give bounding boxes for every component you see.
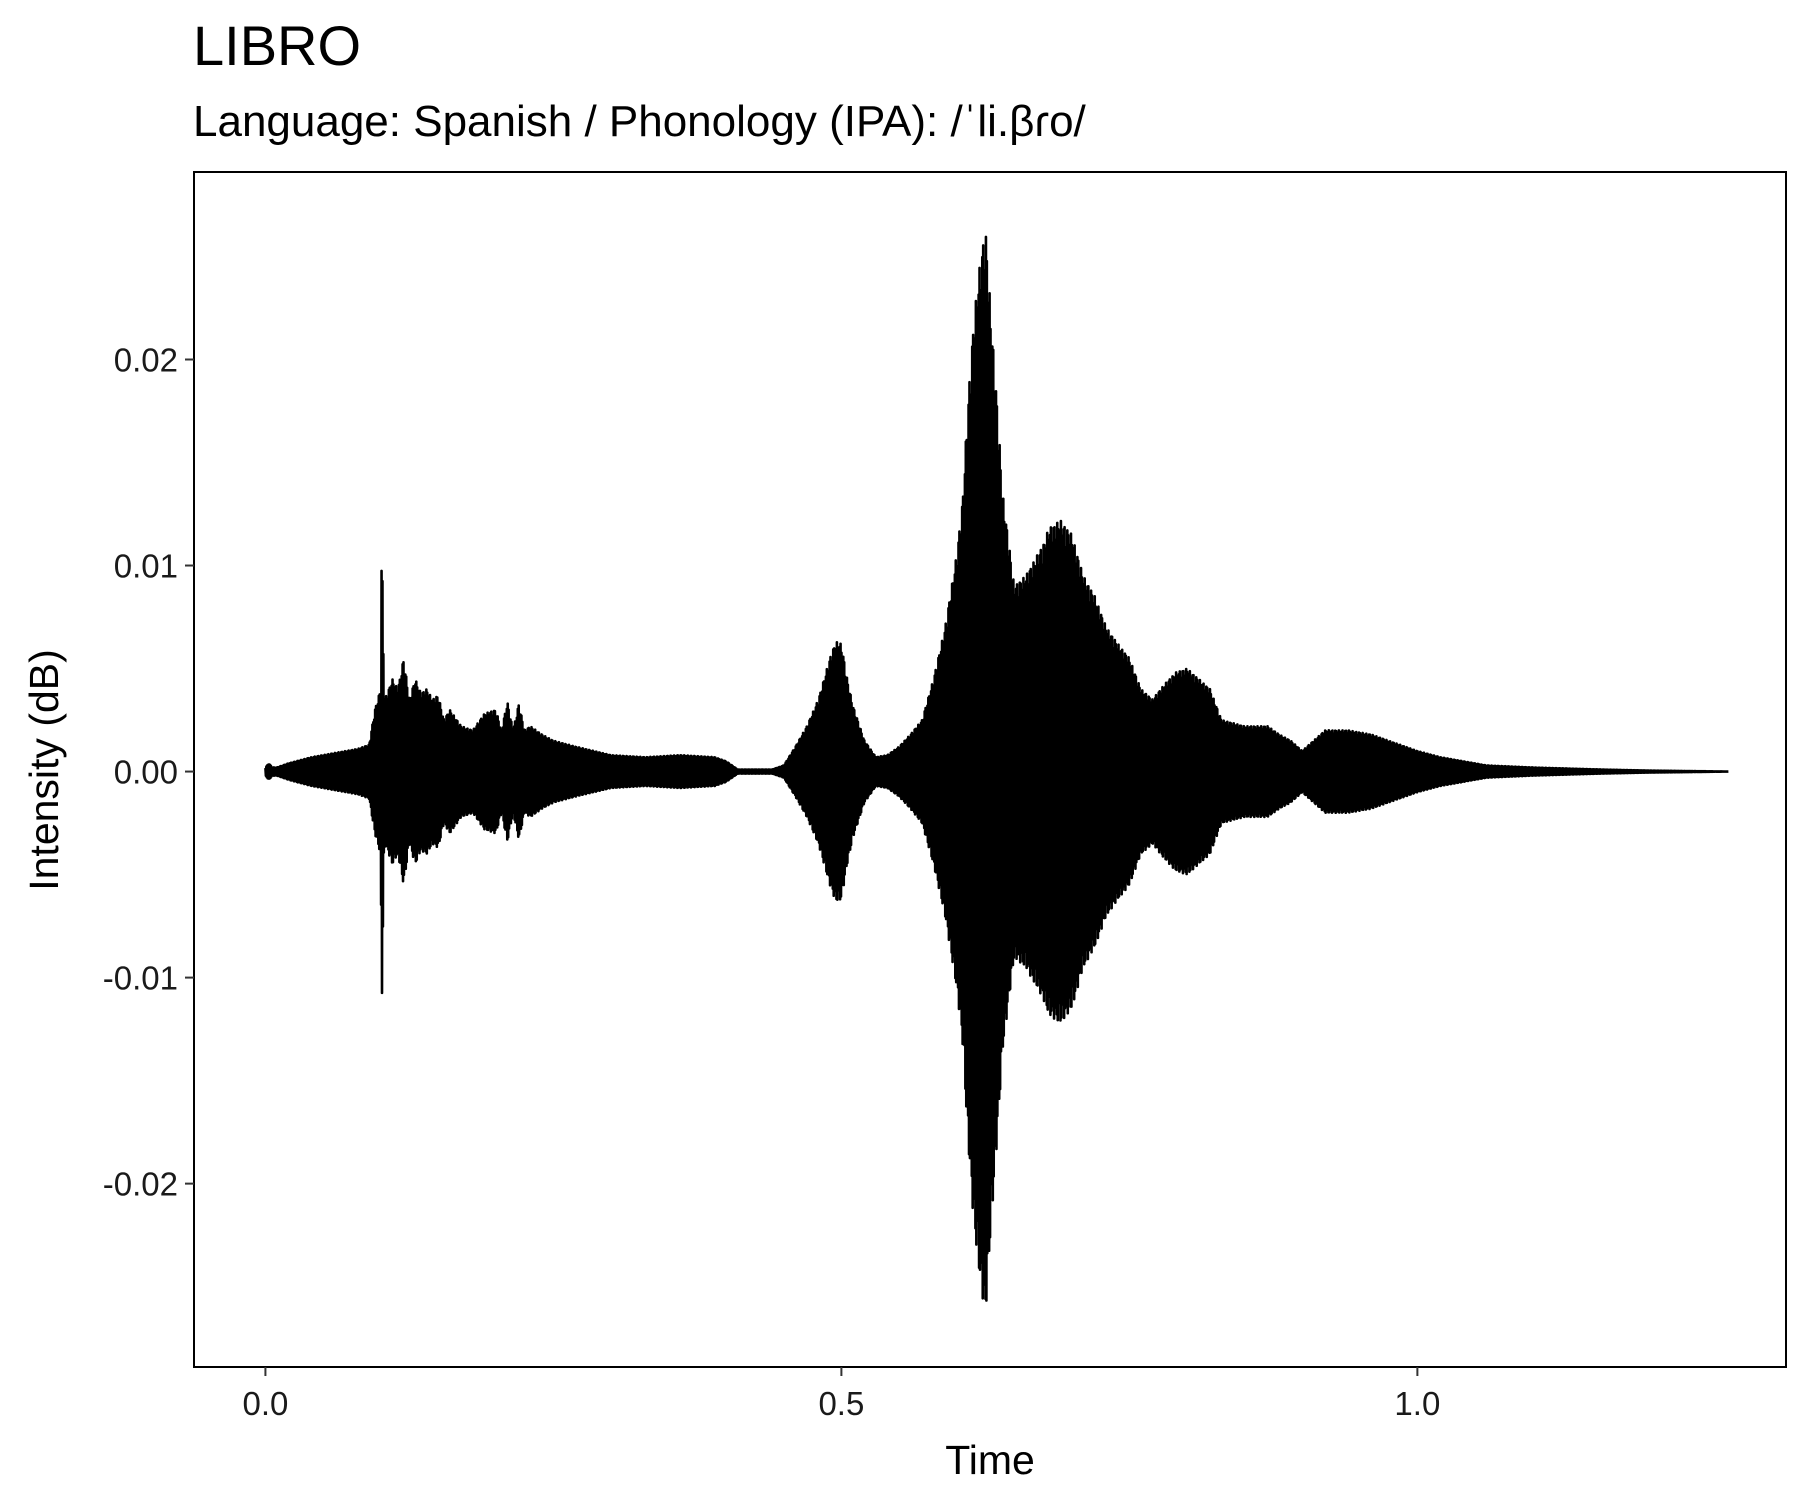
- chart-subtitle: Language: Spanish / Phonology (IPA): /ˈl…: [193, 97, 1087, 146]
- y-tick-label: 0.01: [114, 548, 178, 585]
- y-tick-label: 0.02: [114, 341, 178, 378]
- x-axis: 0.0 0.5 1.0: [242, 1367, 1440, 1422]
- x-tick-label: 0.5: [818, 1385, 864, 1422]
- x-tick-label: 1.0: [1394, 1385, 1440, 1422]
- waveform-series: [264, 235, 1730, 1302]
- y-tick-label: 0.00: [114, 754, 178, 791]
- y-axis: 0.02 0.01 0.00 -0.01 -0.02: [103, 341, 194, 1203]
- x-tick-label: 0.0: [242, 1385, 288, 1422]
- chart-title: LIBRO: [193, 14, 361, 77]
- x-axis-title: Time: [945, 1437, 1035, 1483]
- y-axis-title: Intensity (dB): [21, 649, 67, 891]
- plot-panel-border: [193, 171, 1787, 1368]
- waveform-line: [264, 235, 1730, 1302]
- y-tick-label: -0.02: [103, 1166, 178, 1203]
- y-tick-label: -0.01: [103, 960, 178, 997]
